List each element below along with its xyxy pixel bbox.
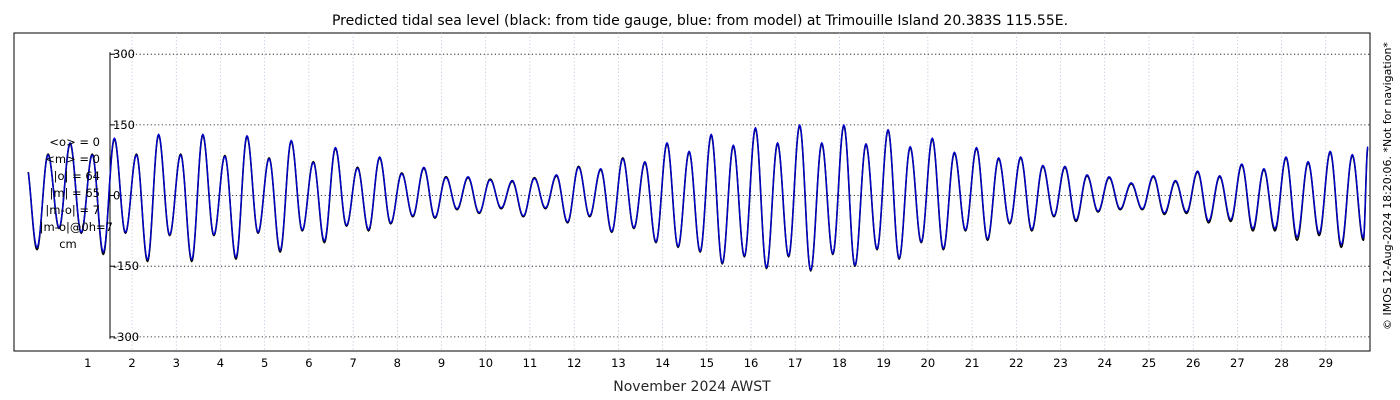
y-tick-labels: 300 150 0 -150 -300 [113,47,139,344]
x-tick-label: 21 [965,356,980,370]
x-tick-labels: 1 2 3 4 5 6 7 8 9 10 11 12 13 14 15 16 17 18 19 20 21 22 23 24 2… [84,356,1333,370]
y-gridlines [110,53,1370,338]
stats-box: <o> = 0 <m> = 0 |o| = 64 |m| = 65 |m-o| … [40,135,113,251]
series-lines [27,124,1369,272]
y-tick-label: -150 [113,259,139,273]
x-tick-label: 20 [921,356,936,370]
x-tick-label: 1 [84,356,91,370]
x-tick-label: 4 [217,356,224,370]
x-tick-label: 28 [1274,356,1289,370]
y-axis [109,52,115,339]
x-tick-label: 16 [744,356,759,370]
stat-mean-model: <m> = 0 [45,152,100,166]
chart-title: Predicted tidal sea level (black: from t… [332,13,1068,29]
x-tick-label: 15 [699,356,714,370]
y-tick-label: 300 [113,47,135,61]
x-gridlines [131,33,1327,351]
x-tick-label: 18 [832,356,847,370]
x-tick-label: 29 [1318,356,1333,370]
series-line-model [27,124,1369,271]
y-tick-label: -300 [113,330,139,344]
stat-abs-model: |m| = 65 [49,186,100,200]
stat-abs-observed: |o| = 64 [54,169,100,183]
x-tick-label: 12 [567,356,582,370]
x-tick-label: 5 [261,356,268,370]
stat-mean-observed: <o> = 0 [49,135,100,149]
x-tick-label: 23 [1053,356,1068,370]
x-tick-label: 9 [438,356,445,370]
x-tick-label: 22 [1009,356,1024,370]
x-tick-label: 24 [1097,356,1112,370]
x-tick-label: 6 [305,356,312,370]
y-tick-label: 150 [113,118,135,132]
x-tick-label: 19 [876,356,891,370]
x-tick-label: 2 [128,356,135,370]
x-tick-label: 25 [1142,356,1157,370]
y-tick-label: 0 [113,189,120,203]
stat-unit: cm [59,237,77,251]
x-tick-label: 11 [523,356,538,370]
x-tick-label: 3 [173,356,180,370]
x-tick-label: 27 [1230,356,1245,370]
x-tick-label: 7 [349,356,356,370]
stat-abs-diff: |m-o| = 7 [45,203,100,217]
x-tick-label: 13 [611,356,626,370]
x-axis-label: November 2024 AWST [613,379,771,395]
stat-abs-diff-0h: |m-o|@0h=7 [40,220,113,234]
x-tick-label: 26 [1186,356,1201,370]
x-tick-label: 8 [394,356,401,370]
plot-area [13,32,1371,352]
copyright-note: © IMOS 12-Aug-2024 18:20:06. *Not for na… [1381,42,1394,330]
x-tick-label: 14 [655,356,670,370]
x-tick-label: 10 [478,356,493,370]
x-tick-label: 17 [788,356,803,370]
